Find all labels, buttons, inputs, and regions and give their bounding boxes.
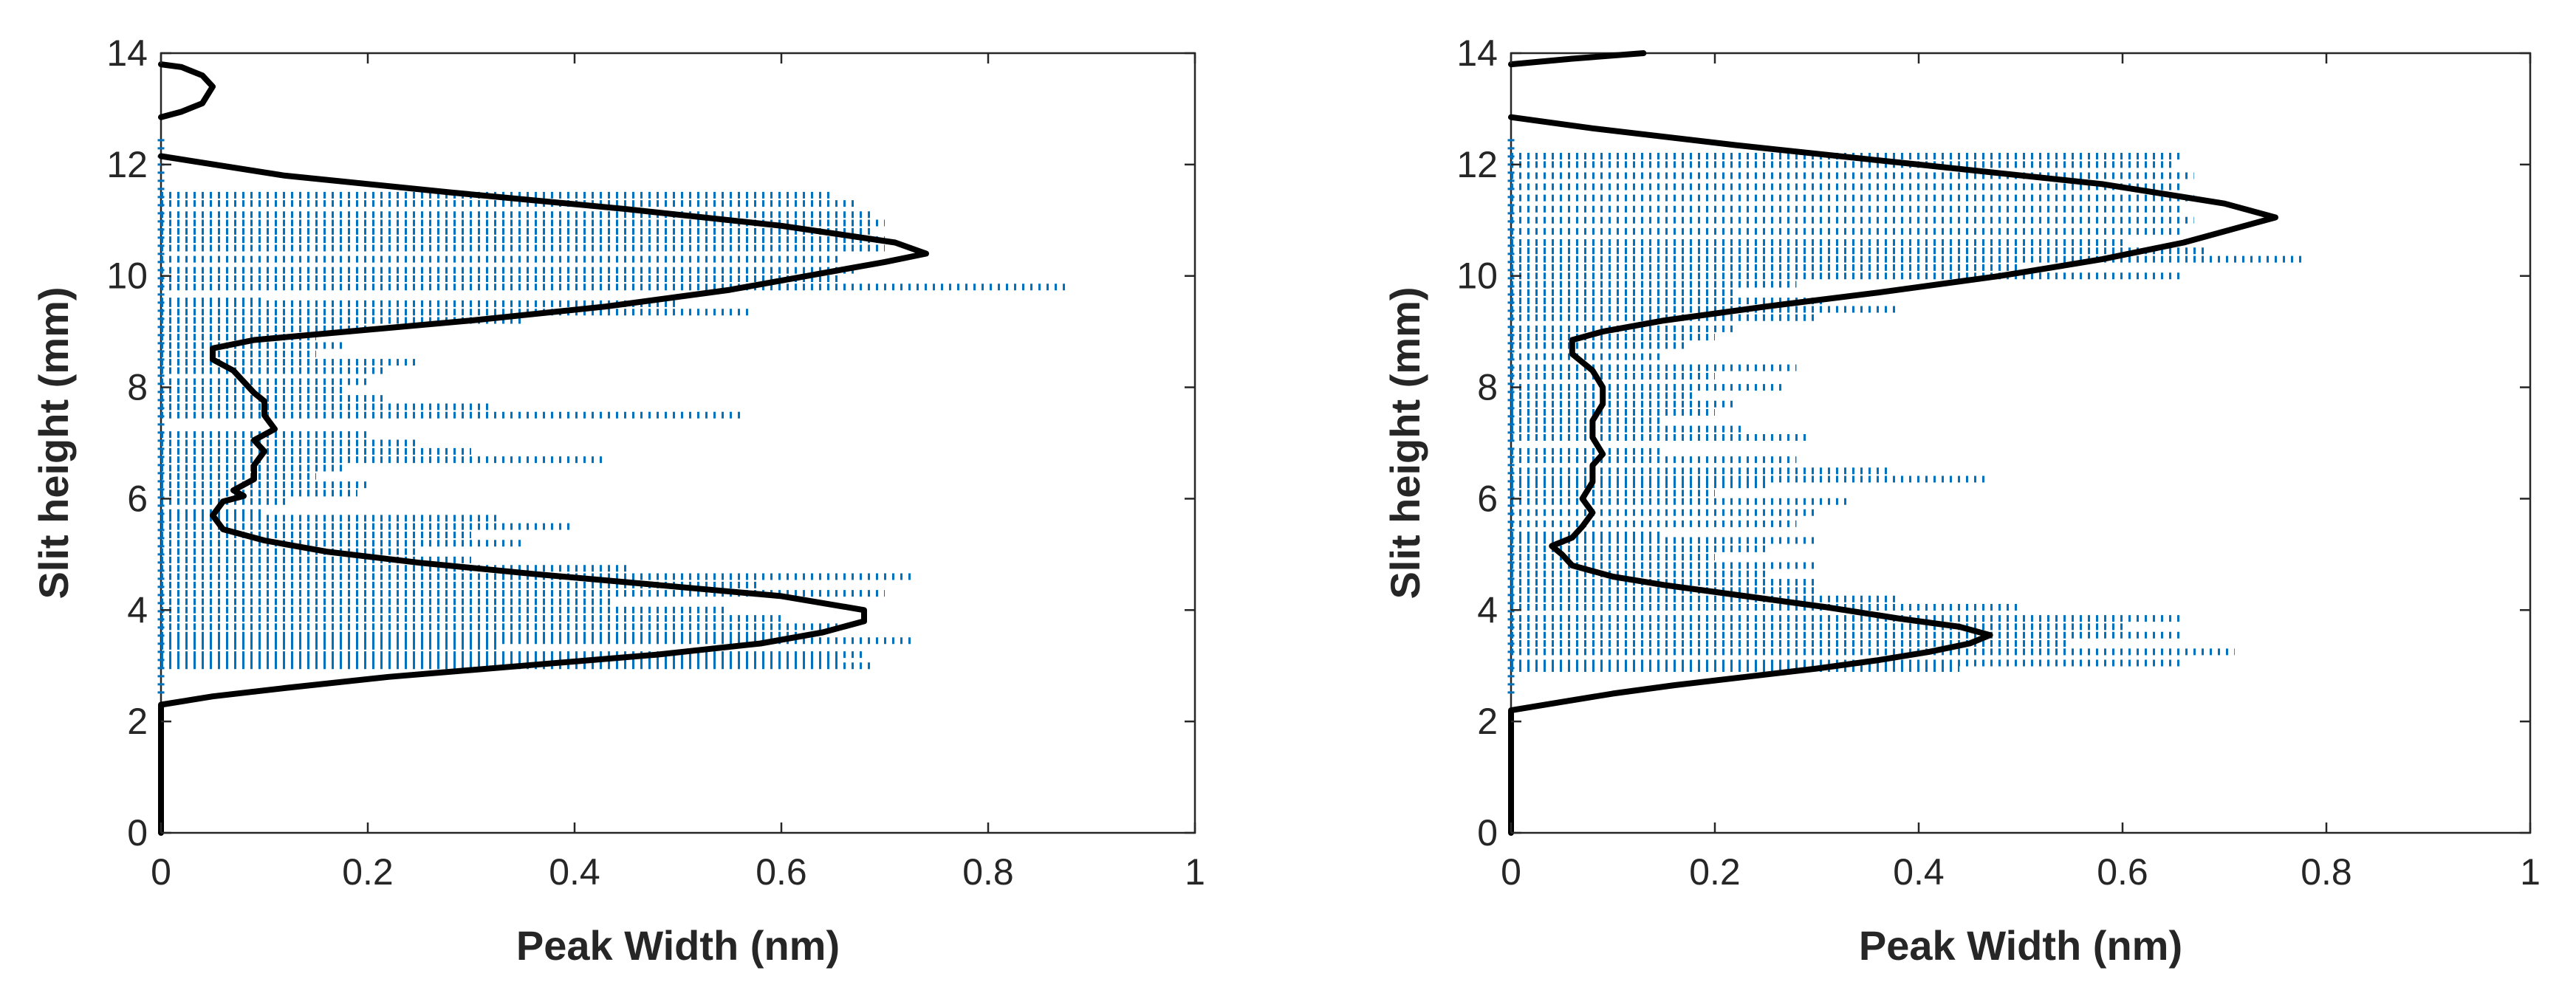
y-tick-label: 8 [127, 367, 148, 408]
x-axis-title: Peak Width (nm) [516, 922, 840, 969]
x-tick-label: 0 [151, 851, 171, 893]
y-tick-label: 2 [1477, 701, 1498, 742]
fit-line-upper-lobe [158, 61, 216, 120]
fit-line-smoothed-fit [1508, 114, 2278, 836]
y-tick-label: 14 [1456, 32, 1498, 74]
y-tick-label: 14 [106, 32, 148, 74]
y-tick-label: 0 [1477, 812, 1498, 854]
x-tick-label: 0.2 [342, 851, 394, 893]
x-axis-title: Peak Width (nm) [1859, 922, 2182, 969]
fit-line-smoothed-fit [158, 153, 929, 836]
x-tick-label: 1 [2520, 851, 2541, 893]
y-tick-label: 10 [106, 255, 148, 297]
y-tick-label: 12 [106, 144, 148, 185]
y-tick-label: 6 [127, 478, 148, 519]
x-tick-label: 1 [1185, 851, 1205, 893]
axes-frame [1510, 52, 2532, 834]
y-tick-label: 4 [1477, 589, 1498, 631]
x-tick-label: 0.2 [1689, 851, 1741, 893]
y-tick-label: 4 [127, 589, 148, 631]
x-tick-label: 0.4 [549, 851, 600, 893]
x-tick-label: 0.4 [1893, 851, 1945, 893]
y-tick-label: 12 [1456, 144, 1498, 185]
y-tick-label: 6 [1477, 478, 1498, 519]
x-tick-label: 0.8 [2301, 851, 2352, 893]
x-tick-label: 0.8 [962, 851, 1014, 893]
y-tick-label: 2 [127, 701, 148, 742]
x-tick-label: 0 [1501, 851, 1521, 893]
series-layer [157, 61, 1071, 836]
fit-line-upper-branch [1508, 50, 1647, 68]
x-tick-label: 0.6 [2097, 851, 2148, 893]
y-tick-label: 0 [127, 812, 148, 854]
series-layer [1507, 50, 2306, 836]
y-axis-title: Slit height (mm) [1382, 286, 1428, 599]
y-axis-title: Slit height (mm) [30, 286, 77, 599]
y-tick-label: 10 [1456, 255, 1498, 297]
x-tick-label: 0.6 [756, 851, 807, 893]
y-tick-label: 8 [1477, 367, 1498, 408]
